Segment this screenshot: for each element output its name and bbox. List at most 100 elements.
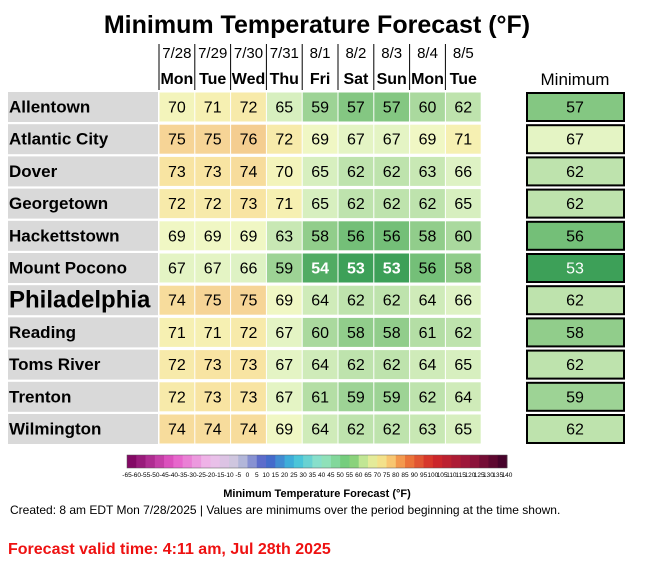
- column-day-3: Thu: [270, 71, 299, 88]
- colorbar-segment: [210, 455, 221, 468]
- column-day-7: Mon: [411, 71, 444, 88]
- cell-value-toms-river-4: 64: [311, 357, 329, 374]
- row-label-trenton: Trenton: [9, 387, 71, 406]
- row-label-bg: [8, 92, 158, 122]
- cell-value-mount-pocono-6: 53: [383, 261, 401, 278]
- colorbar-tick-label: -30: [187, 472, 197, 479]
- forecast-valid-time: Forecast valid time: 4:11 am, Jul 28th 2…: [8, 541, 331, 558]
- column-headers: 7/28 Mon 7/29 Tue 7/30 Wed 7/31 Thu 8/1 Fri 8/2 Sat…: [158, 44, 609, 90]
- minimum-value-trenton: 59: [566, 389, 584, 406]
- column-date-8-2: 8/2: [345, 45, 366, 62]
- cell-reading-0: [159, 317, 195, 347]
- cell-value-reading-3: 67: [275, 325, 293, 342]
- cell-value-dover-0: 73: [168, 164, 186, 181]
- minimum-column: 57 67 62 62 56 53 62 58 62 59 62: [526, 92, 625, 444]
- row-label-hackettstown: Hackettstown: [9, 226, 120, 245]
- cell-trenton-3: [266, 382, 302, 412]
- cell-value-philadelphia-7: 64: [419, 293, 437, 310]
- cell-value-toms-river-1: 73: [204, 357, 222, 374]
- row-label-bg: [8, 220, 158, 251]
- colorbar-tick-label: -50: [150, 472, 160, 479]
- cell-value-reading-7: 61: [419, 325, 437, 342]
- cell-allentown-0: [159, 92, 195, 122]
- cell-reading-2: [231, 317, 266, 347]
- cell-value-reading-0: 71: [168, 325, 186, 342]
- cell-value-allentown-2: 72: [240, 100, 258, 117]
- colorbar-tick-label: 105: [437, 472, 448, 479]
- colorbar-tick-label: 65: [364, 472, 372, 479]
- cell-allentown-7: [410, 92, 445, 122]
- colorbar-tick-label: 70: [374, 472, 382, 479]
- cell-allentown-8: [445, 92, 481, 122]
- cell-value-mount-pocono-3: 59: [275, 261, 293, 278]
- cell-hackettstown-6: [374, 221, 410, 251]
- row-label-bg: [8, 381, 158, 412]
- cell-dover-0: [159, 156, 195, 186]
- cell-toms-river-5: [338, 350, 374, 380]
- cell-value-reading-2: 72: [240, 325, 258, 342]
- cell-allentown-2: [231, 92, 266, 122]
- cell-trenton-4: [302, 382, 338, 412]
- row-label-dover: Dover: [9, 162, 58, 181]
- minimum-value-mount-pocono: 53: [566, 261, 584, 278]
- colorbar-segment: [321, 455, 332, 468]
- cell-value-mount-pocono-7: 56: [419, 261, 437, 278]
- cell-value-atlantic-city-1: 75: [204, 132, 222, 149]
- row-label-bg: [8, 253, 158, 283]
- cell-value-atlantic-city-0: 75: [168, 132, 186, 149]
- cell-wilmington-5: [338, 414, 374, 444]
- column-date-7-29: 7/29: [198, 45, 227, 62]
- cell-value-dover-6: 62: [383, 164, 401, 181]
- cell-value-allentown-3: 65: [275, 100, 293, 117]
- colorbar-tick-label: -45: [159, 472, 169, 479]
- cell-toms-river-2: [231, 350, 266, 380]
- colorbar-tick-label: 10: [262, 472, 270, 479]
- cell-value-allentown-0: 70: [168, 100, 186, 117]
- colorbar-segment: [182, 455, 193, 468]
- cell-value-hackettstown-2: 69: [240, 228, 258, 245]
- cell-reading-5: [338, 317, 374, 347]
- cell-value-trenton-4: 61: [311, 389, 329, 406]
- colorbar-segment: [164, 455, 174, 468]
- temperature-heatmap: Minimum Temperature Forecast (°F) 7/28 Mo…: [8, 11, 625, 500]
- cell-value-toms-river-5: 62: [347, 357, 365, 374]
- cell-reading-7: [410, 317, 445, 347]
- cell-atlantic-city-1: [195, 124, 231, 154]
- colorbar-tick-label: -10: [224, 472, 234, 479]
- cell-value-georgetown-0: 72: [168, 196, 186, 213]
- cell-toms-river-4: [302, 350, 338, 380]
- cell-reading-1: [195, 317, 231, 347]
- cell-value-trenton-5: 59: [347, 389, 365, 406]
- colorbar: -65 -60 -55 -50 -45 -40 -35 -30 -25 -20 -15 -10 -5 0 5…: [122, 454, 513, 500]
- cell-wilmington-7: [410, 414, 445, 444]
- cell-value-dover-3: 70: [275, 164, 293, 181]
- colorbar-segment: [349, 455, 360, 468]
- cell-georgetown-7: [410, 189, 445, 219]
- cell-dover-8: [445, 156, 481, 186]
- colorbar-segment: [460, 455, 471, 468]
- colorbar-segment: [442, 455, 452, 468]
- cell-hackettstown-8: [445, 221, 481, 251]
- cell-dover-1: [195, 156, 231, 186]
- colorbar-tick-label: 90: [411, 472, 419, 479]
- column-date-8-5: 8/5: [453, 45, 474, 62]
- colorbar-tick-label: 0: [246, 472, 250, 479]
- colorbar-segment: [275, 455, 285, 468]
- cell-value-mount-pocono-2: 66: [240, 261, 258, 278]
- cell-value-georgetown-6: 62: [383, 196, 401, 213]
- cell-reading-8: [445, 317, 481, 347]
- cell-value-atlantic-city-7: 69: [419, 132, 437, 149]
- colorbar-segment: [479, 455, 489, 468]
- cell-value-trenton-2: 73: [240, 389, 258, 406]
- cell-philadelphia-4: [302, 285, 338, 315]
- row-label-philadelphia: Philadelphia: [9, 287, 151, 314]
- cell-philadelphia-2: [231, 285, 266, 315]
- cell-dover-3: [266, 156, 302, 186]
- cell-value-atlantic-city-8: 71: [454, 132, 472, 149]
- cell-value-atlantic-city-6: 67: [383, 132, 401, 149]
- cell-hackettstown-1: [195, 221, 231, 251]
- cell-wilmington-0: [159, 414, 195, 444]
- cell-value-trenton-7: 62: [419, 389, 437, 406]
- minimum-dover: [526, 156, 625, 187]
- cell-value-reading-6: 58: [383, 325, 401, 342]
